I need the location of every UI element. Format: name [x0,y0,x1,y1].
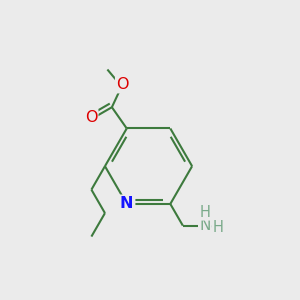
Text: O: O [116,77,129,92]
Text: O: O [85,110,97,125]
Text: N: N [120,196,134,211]
Text: H: H [200,205,210,220]
Text: N: N [199,218,211,233]
Text: H: H [213,220,224,235]
